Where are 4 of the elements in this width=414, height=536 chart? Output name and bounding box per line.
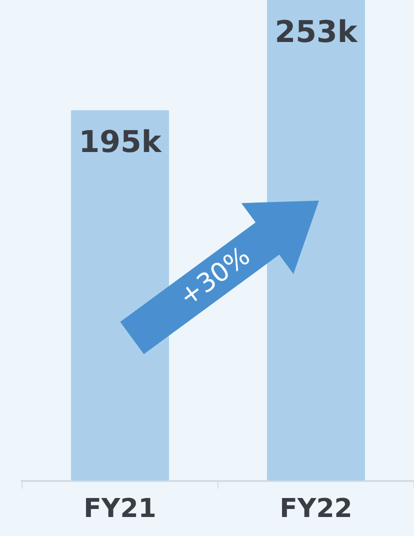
x-tick-label: FY21 [84, 494, 156, 524]
x-tick-label: FY22 [280, 494, 352, 524]
data-label: 195k [78, 125, 162, 160]
data-label: 253k [274, 14, 358, 50]
